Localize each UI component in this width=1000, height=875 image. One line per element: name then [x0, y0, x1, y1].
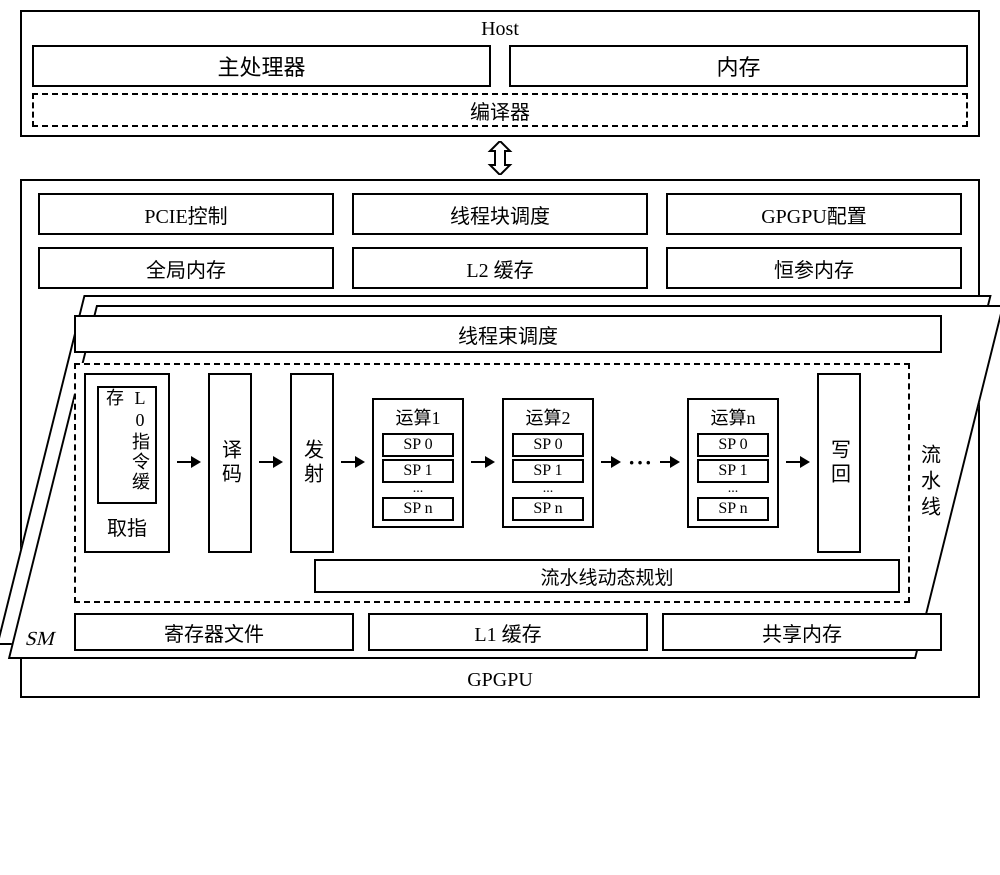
- sp-box: SP n: [512, 497, 584, 521]
- gpgpu-row2: 全局内存 L2 缓存 恒参内存: [38, 247, 962, 289]
- pcie-control-box: PCIE控制: [38, 193, 334, 235]
- arrow-icon: [176, 448, 202, 478]
- ellipsis-icon: ···: [628, 450, 653, 476]
- arrow-icon: [340, 448, 366, 478]
- sp-box: SP 0: [697, 433, 769, 457]
- sp-box: SP 0: [512, 433, 584, 457]
- gpgpu-row1: PCIE控制 线程块调度 GPGPU配置: [38, 193, 962, 235]
- sp-dots: ...: [413, 484, 424, 496]
- l2-cache-box: L2 缓存: [352, 247, 648, 289]
- arrow-icon: [659, 448, 681, 478]
- sp-box: SP n: [382, 497, 454, 521]
- compute-unit-n: 运算n SP 0 SP 1 ... SP n: [687, 398, 779, 528]
- compute-unit-1: 运算1 SP 0 SP 1 ... SP n: [372, 398, 464, 528]
- gpgpu-title: GPGPU: [38, 669, 962, 692]
- pipeline-wrap: L0指令缓存 取指 译码: [74, 363, 942, 603]
- double-arrow-icon: [478, 141, 522, 175]
- sm-content: 线程束调度 L0指令缓存 取指: [60, 301, 956, 665]
- fetch-stage: L0指令缓存 取指: [84, 373, 170, 553]
- host-gpgpu-arrow: [20, 141, 980, 175]
- shared-memory-box: 共享内存: [662, 613, 942, 651]
- writeback-stage: 写回: [817, 373, 861, 553]
- sp-box: SP 0: [382, 433, 454, 457]
- dynamic-planning-box: 流水线动态规划: [314, 559, 900, 593]
- compute-title: 运算1: [396, 404, 441, 430]
- pipeline-label: 流水线: [916, 363, 942, 603]
- sm-bottom-row: 寄存器文件 L1 缓存 共享内存: [74, 613, 942, 651]
- fetch-label: 取指: [107, 512, 147, 541]
- host-title: Host: [32, 18, 968, 41]
- compute-title: 运算2: [526, 404, 571, 430]
- gpgpu-config-box: GPGPU配置: [666, 193, 962, 235]
- sp-box: SP 1: [512, 459, 584, 483]
- register-file-box: 寄存器文件: [74, 613, 354, 651]
- sm-stack: SM 线程束调度 L0指令缓存 取指: [60, 301, 956, 665]
- decode-stage: 译码: [208, 373, 252, 553]
- l1-cache-box: L1 缓存: [368, 613, 648, 651]
- sp-dots: ...: [543, 484, 554, 496]
- main-processor-box: 主处理器: [32, 45, 491, 87]
- arrow-icon: [785, 448, 811, 478]
- sp-box: SP n: [697, 497, 769, 521]
- compute-unit-2: 运算2 SP 0 SP 1 ... SP n: [502, 398, 594, 528]
- compiler-box: 编译器: [32, 93, 968, 127]
- sm-label: SM: [23, 628, 58, 651]
- pipeline-dashed: L0指令缓存 取指 译码: [74, 363, 910, 603]
- pipeline-row: L0指令缓存 取指 译码: [84, 373, 900, 553]
- memory-box: 内存: [509, 45, 968, 87]
- issue-stage: 发射: [290, 373, 334, 553]
- arrow-icon: [258, 448, 284, 478]
- host-row: 主处理器 内存: [32, 45, 968, 87]
- global-memory-box: 全局内存: [38, 247, 334, 289]
- host-block: Host 主处理器 内存 编译器: [20, 10, 980, 137]
- l0-cache-box: L0指令缓存: [97, 386, 157, 504]
- sp-dots: ...: [728, 484, 739, 496]
- const-memory-box: 恒参内存: [666, 247, 962, 289]
- warp-scheduler-box: 线程束调度: [74, 315, 942, 353]
- arrow-icon: [470, 448, 496, 478]
- block-scheduler-box: 线程块调度: [352, 193, 648, 235]
- sp-box: SP 1: [382, 459, 454, 483]
- arrow-icon: [600, 448, 622, 478]
- sp-box: SP 1: [697, 459, 769, 483]
- compute-title: 运算n: [711, 404, 756, 430]
- gpgpu-block: PCIE控制 线程块调度 GPGPU配置 全局内存 L2 缓存 恒参内存 SM …: [20, 179, 980, 698]
